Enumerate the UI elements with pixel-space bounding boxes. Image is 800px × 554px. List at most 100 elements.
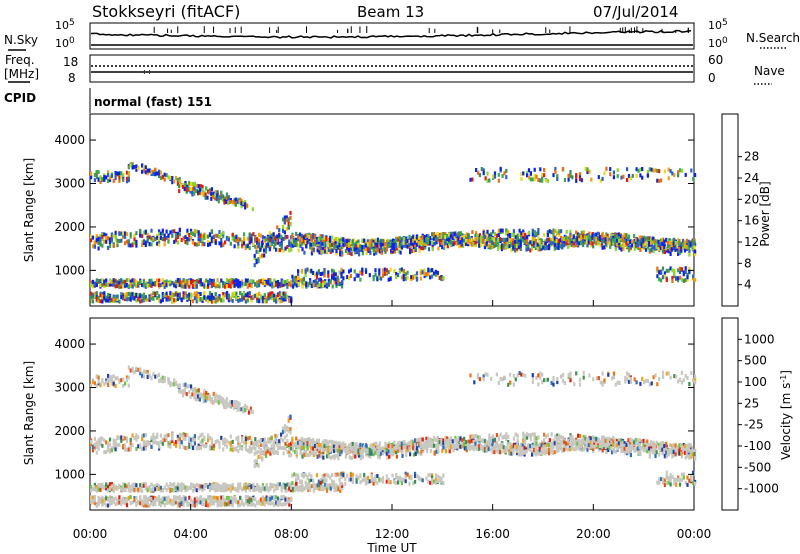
heatmap-cell bbox=[548, 240, 551, 244]
heatmap-cell bbox=[222, 242, 225, 247]
heatmap-cell bbox=[225, 284, 229, 289]
heatmap-cell bbox=[203, 280, 206, 285]
heatmap-cell bbox=[231, 280, 234, 285]
heatmap-cell bbox=[557, 246, 560, 250]
heatmap-cell bbox=[233, 400, 236, 405]
heatmap-cell bbox=[443, 243, 446, 248]
heatmap-cell bbox=[417, 235, 420, 240]
heatmap-cell bbox=[180, 238, 183, 242]
sky-ytick-bottom-right: 100 bbox=[708, 36, 728, 50]
heatmap-cell bbox=[263, 236, 266, 241]
heatmap-cell bbox=[141, 240, 144, 245]
heatmap-cell bbox=[577, 433, 580, 438]
colorbar-tick-label: 4 bbox=[744, 278, 752, 292]
heatmap-cell bbox=[178, 445, 181, 449]
heatmap-cell bbox=[144, 369, 147, 374]
heatmap-cell bbox=[103, 281, 106, 286]
heatmap-cell bbox=[191, 436, 195, 441]
heatmap-cell bbox=[99, 179, 102, 184]
heatmap-cell bbox=[288, 443, 291, 448]
heatmap-cell bbox=[658, 178, 661, 183]
heatmap-cell bbox=[431, 268, 434, 273]
heatmap-cell bbox=[90, 442, 93, 447]
heatmap-cell bbox=[692, 274, 695, 279]
heatmap-cell bbox=[180, 440, 183, 445]
heatmap-cell bbox=[169, 381, 172, 385]
heatmap-cell bbox=[654, 451, 657, 456]
heatmap-cell bbox=[427, 272, 430, 277]
heatmap-cell bbox=[135, 298, 138, 303]
heatmap-cell bbox=[204, 398, 207, 403]
heatmap-cell bbox=[320, 451, 323, 456]
heatmap-cell bbox=[625, 233, 628, 238]
heatmap-cell bbox=[402, 277, 405, 282]
heatmap-cell bbox=[141, 283, 144, 288]
heatmap-cell bbox=[546, 245, 549, 250]
heatmap-cell bbox=[224, 438, 227, 443]
heatmap-cell bbox=[455, 234, 458, 239]
heatmap-cell bbox=[444, 239, 447, 244]
heatmap-cell bbox=[502, 243, 505, 248]
heatmap-cell bbox=[644, 241, 647, 246]
heatmap-cell bbox=[190, 386, 193, 391]
heatmap-cell bbox=[95, 374, 98, 379]
heatmap-cell bbox=[616, 238, 619, 243]
heatmap-cell bbox=[207, 240, 210, 244]
heatmap-cell bbox=[565, 239, 568, 244]
heatmap-cell bbox=[680, 248, 683, 253]
heatmap-cell bbox=[127, 291, 130, 296]
heatmap-cell bbox=[552, 228, 555, 233]
heatmap-cell bbox=[261, 240, 264, 245]
heatmap-cell bbox=[182, 284, 185, 289]
heatmap-cell bbox=[208, 291, 212, 296]
heatmap-cell bbox=[258, 279, 261, 284]
heatmap-cell bbox=[400, 267, 403, 272]
heatmap-cell bbox=[448, 232, 451, 237]
heatmap-cell bbox=[624, 449, 627, 454]
heatmap-cell bbox=[339, 281, 342, 286]
heatmap-cell bbox=[212, 399, 215, 404]
heatmap-cell bbox=[171, 229, 174, 234]
heatmap-cell bbox=[112, 244, 115, 248]
heatmap-cell bbox=[251, 207, 254, 212]
heatmap-cell bbox=[237, 439, 240, 444]
heatmap-cell bbox=[195, 279, 198, 283]
heatmap-cell bbox=[225, 196, 229, 201]
heatmap-cell bbox=[222, 298, 225, 303]
heatmap-cell bbox=[327, 278, 330, 283]
heatmap-cell bbox=[412, 242, 415, 247]
heatmap-cell bbox=[90, 484, 93, 489]
heatmap-cell bbox=[144, 243, 147, 247]
heatmap-cell bbox=[622, 448, 625, 453]
heatmap-cell bbox=[463, 446, 466, 451]
heatmap-cell bbox=[137, 435, 140, 440]
heatmap-cell bbox=[165, 279, 168, 284]
heatmap-cell bbox=[605, 232, 608, 237]
heatmap-cell bbox=[156, 291, 159, 295]
heatmap-cell bbox=[163, 379, 166, 383]
heatmap-cell bbox=[259, 443, 263, 447]
heatmap-cell bbox=[380, 276, 383, 281]
heatmap-cell bbox=[239, 197, 242, 202]
heatmap-cell bbox=[222, 280, 225, 285]
heatmap-cell bbox=[560, 435, 563, 440]
heatmap-cell bbox=[425, 239, 428, 244]
heatmap-cell bbox=[225, 192, 229, 197]
heatmap-cell bbox=[629, 176, 632, 181]
heatmap-cell bbox=[453, 232, 456, 237]
heatmap-cell bbox=[271, 281, 274, 286]
heatmap-cell bbox=[535, 174, 538, 179]
heatmap-cell bbox=[418, 238, 421, 243]
heatmap-cell bbox=[181, 389, 185, 394]
heatmap-cell bbox=[684, 172, 687, 177]
heatmap-cell bbox=[101, 237, 104, 241]
heatmap-cell bbox=[561, 236, 564, 241]
heatmap-cell bbox=[169, 282, 172, 287]
heatmap-cell bbox=[233, 279, 236, 284]
heatmap-cell bbox=[154, 167, 157, 172]
heatmap-cell bbox=[280, 291, 283, 296]
heatmap-cell bbox=[321, 241, 324, 246]
heatmap-cell bbox=[381, 273, 385, 278]
heatmap-cell bbox=[612, 175, 615, 180]
heatmap-cell bbox=[512, 229, 515, 234]
